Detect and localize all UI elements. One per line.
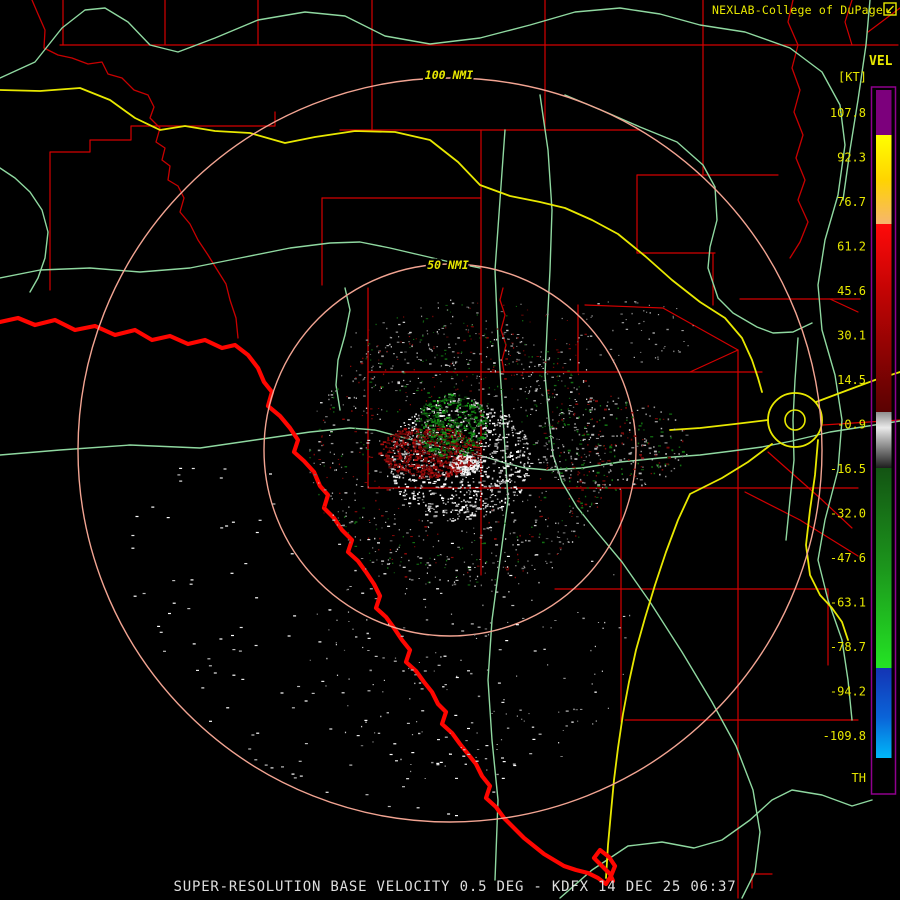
- colorbar-tick-label: -16.5: [830, 462, 866, 476]
- colorbar-tick-label: -94.2: [830, 685, 866, 699]
- colorbar-tick-label: -47.6: [830, 551, 866, 565]
- range-rings: [77, 77, 823, 823]
- brand-title: NEXLAB-College of DuPage: [712, 3, 883, 17]
- colorbar-tick-label: -0.9: [837, 418, 866, 432]
- colorbar-tick-labels: 107.8 92.3 76.7 61.2 45.6 30.1 14.5 -0.9 -16.5 -3…: [823, 106, 866, 743]
- velocity-echo-field: [131, 299, 694, 817]
- colorbar-title: VEL: [869, 54, 893, 69]
- colorbar-tick-label: 76.7: [837, 195, 866, 209]
- colorbar-segment-yellow-orange: [876, 135, 892, 224]
- range-ring-label-50nmi: 50 NMI: [427, 258, 469, 272]
- colorbar-tick-label: -63.1: [830, 596, 866, 610]
- colorbar-units-label: [KT]: [838, 70, 867, 84]
- county-boundaries: [49, 0, 900, 899]
- colorbar-segment-red: [876, 224, 892, 412]
- colorbar-tick-label: 107.8: [830, 106, 866, 120]
- velocity-colorbar: VEL [KT] 107.8 92.3 76.7 61.2 45.6 30.1 14.5 -0…: [823, 54, 897, 795]
- colorbar-segment-gray: [876, 412, 892, 468]
- colorbar-border: [870, 86, 897, 795]
- colorbar-threshold-label: TH: [852, 771, 866, 785]
- colorbar-tick-label: 92.3: [837, 151, 866, 165]
- colorbar-segment-purple: [876, 90, 892, 135]
- colorbar-tick-label: -109.8: [823, 729, 866, 743]
- colorbar-tick-label: 14.5: [837, 373, 866, 387]
- river-lines: [31, 0, 809, 373]
- colorbar-segments: [876, 90, 892, 791]
- colorbar-tick-label: -32.0: [830, 507, 866, 521]
- broken-image-icon: [883, 2, 897, 16]
- product-caption: SUPER-RESOLUTION BASE VELOCITY 0.5 DEG -…: [174, 879, 737, 895]
- range-ring-label-100nmi: 100 NMI: [425, 68, 474, 82]
- colorbar-tick-label: -78.7: [830, 640, 866, 654]
- colorbar-segment-green: [876, 468, 892, 668]
- colorbar-tick-label: 45.6: [837, 284, 866, 298]
- highway-roads: [0, 87, 900, 879]
- colorbar-tick-label: 30.1: [837, 329, 866, 343]
- colorbar-tick-label: 61.2: [837, 240, 866, 254]
- rio-grande-river: [0, 315, 618, 887]
- colorbar-segment-below-threshold-black: [876, 758, 892, 791]
- colorbar-segment-blue: [876, 668, 892, 758]
